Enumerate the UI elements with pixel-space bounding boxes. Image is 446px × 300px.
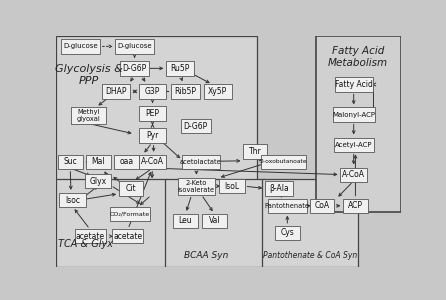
Text: Suc: Suc bbox=[63, 158, 77, 166]
Text: CO₂/Formate: CO₂/Formate bbox=[110, 212, 150, 216]
FancyBboxPatch shape bbox=[310, 199, 334, 213]
Text: Methyl
glyoxal: Methyl glyoxal bbox=[77, 109, 100, 122]
FancyBboxPatch shape bbox=[116, 38, 154, 54]
Text: Val: Val bbox=[209, 216, 221, 225]
Text: β-Ala: β-Ala bbox=[269, 184, 289, 193]
FancyBboxPatch shape bbox=[264, 182, 293, 196]
Text: Mal: Mal bbox=[91, 158, 105, 166]
FancyBboxPatch shape bbox=[219, 179, 245, 193]
FancyBboxPatch shape bbox=[203, 84, 231, 99]
FancyBboxPatch shape bbox=[340, 168, 367, 182]
Text: Pantothenate & CoA Syn: Pantothenate & CoA Syn bbox=[263, 251, 357, 260]
FancyBboxPatch shape bbox=[171, 84, 200, 99]
FancyBboxPatch shape bbox=[112, 229, 143, 243]
Text: Isoc: Isoc bbox=[65, 196, 80, 205]
FancyBboxPatch shape bbox=[166, 61, 194, 76]
FancyBboxPatch shape bbox=[86, 174, 111, 188]
FancyBboxPatch shape bbox=[86, 155, 111, 169]
Text: BCAA Syn: BCAA Syn bbox=[184, 251, 228, 260]
FancyBboxPatch shape bbox=[182, 155, 220, 169]
FancyBboxPatch shape bbox=[343, 199, 368, 213]
Text: Pantothenate: Pantothenate bbox=[265, 203, 310, 209]
Text: Fatty Acid: Fatty Acid bbox=[335, 80, 373, 89]
Text: Cys: Cys bbox=[281, 228, 294, 237]
Text: Acetyl-ACP: Acetyl-ACP bbox=[335, 142, 372, 148]
Text: PEP: PEP bbox=[145, 109, 160, 118]
FancyBboxPatch shape bbox=[59, 193, 86, 207]
FancyBboxPatch shape bbox=[275, 226, 300, 240]
FancyBboxPatch shape bbox=[139, 155, 166, 169]
FancyBboxPatch shape bbox=[75, 229, 106, 243]
FancyBboxPatch shape bbox=[268, 199, 307, 213]
Text: Malonyl-ACP: Malonyl-ACP bbox=[332, 112, 375, 118]
Text: A-CoA: A-CoA bbox=[342, 170, 365, 179]
Text: D-glucose: D-glucose bbox=[117, 44, 152, 50]
FancyBboxPatch shape bbox=[57, 37, 257, 180]
Text: A-CoA: A-CoA bbox=[141, 158, 164, 166]
FancyBboxPatch shape bbox=[165, 178, 265, 266]
FancyBboxPatch shape bbox=[58, 155, 83, 169]
FancyBboxPatch shape bbox=[181, 119, 211, 134]
FancyBboxPatch shape bbox=[110, 207, 150, 221]
FancyBboxPatch shape bbox=[334, 77, 373, 92]
FancyBboxPatch shape bbox=[243, 145, 268, 158]
Text: acetate: acetate bbox=[76, 232, 105, 241]
Text: Leu: Leu bbox=[178, 216, 192, 225]
FancyBboxPatch shape bbox=[260, 155, 306, 169]
Text: TCA & Glyx: TCA & Glyx bbox=[58, 239, 113, 249]
Text: 2-oxobutanoate: 2-oxobutanoate bbox=[260, 159, 307, 164]
FancyBboxPatch shape bbox=[57, 178, 167, 266]
Text: G3P: G3P bbox=[145, 87, 160, 96]
Text: ACP: ACP bbox=[348, 201, 363, 210]
FancyBboxPatch shape bbox=[140, 84, 165, 99]
Text: D-G6P: D-G6P bbox=[123, 64, 147, 73]
FancyBboxPatch shape bbox=[202, 214, 227, 228]
Text: Glycolysis &
PPP: Glycolysis & PPP bbox=[55, 64, 123, 86]
FancyBboxPatch shape bbox=[114, 155, 139, 169]
FancyBboxPatch shape bbox=[173, 214, 198, 228]
Text: Ru5P: Ru5P bbox=[170, 64, 190, 73]
Text: acetate: acetate bbox=[113, 232, 142, 241]
Text: D-glucose: D-glucose bbox=[63, 44, 98, 50]
Text: CoA: CoA bbox=[314, 201, 330, 210]
FancyBboxPatch shape bbox=[262, 178, 358, 266]
Text: Thr: Thr bbox=[249, 147, 261, 156]
FancyBboxPatch shape bbox=[178, 178, 215, 195]
Text: DHAP: DHAP bbox=[106, 87, 127, 96]
Text: acetolactate: acetolactate bbox=[180, 159, 222, 165]
Text: D-G6P: D-G6P bbox=[184, 122, 208, 130]
FancyBboxPatch shape bbox=[333, 107, 375, 122]
FancyBboxPatch shape bbox=[140, 128, 165, 143]
Text: Cit: Cit bbox=[126, 184, 136, 193]
Text: oaa: oaa bbox=[120, 158, 134, 166]
Text: Fatty Acid
Metabolism: Fatty Acid Metabolism bbox=[328, 46, 388, 68]
Text: Glyx: Glyx bbox=[90, 177, 107, 186]
FancyBboxPatch shape bbox=[71, 107, 106, 124]
FancyBboxPatch shape bbox=[140, 106, 165, 121]
FancyBboxPatch shape bbox=[62, 38, 100, 54]
Text: IsoL: IsoL bbox=[224, 182, 240, 191]
Text: Pyr: Pyr bbox=[146, 131, 159, 140]
FancyBboxPatch shape bbox=[120, 61, 149, 76]
Text: Rib5P: Rib5P bbox=[174, 87, 196, 96]
FancyBboxPatch shape bbox=[102, 84, 130, 99]
FancyBboxPatch shape bbox=[316, 37, 401, 212]
FancyBboxPatch shape bbox=[119, 182, 143, 196]
Text: 2-Keto
isovalerate: 2-Keto isovalerate bbox=[178, 180, 215, 193]
Text: Xy5P: Xy5P bbox=[208, 87, 227, 96]
FancyBboxPatch shape bbox=[334, 137, 374, 152]
